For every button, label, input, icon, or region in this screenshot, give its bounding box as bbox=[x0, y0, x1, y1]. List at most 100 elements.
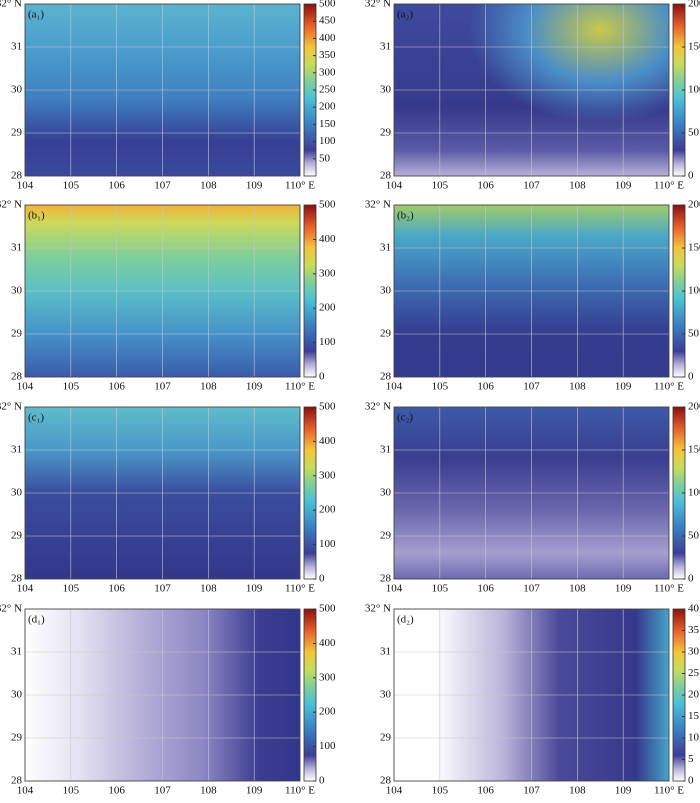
colorbar-tick-label: 400 bbox=[319, 32, 336, 44]
y-tick-label: 31 bbox=[11, 41, 22, 53]
y-tick-label: 31 bbox=[11, 646, 22, 658]
x-tick-label: 110° E bbox=[654, 583, 684, 595]
x-tick-label: 106 bbox=[477, 180, 494, 192]
colorbar-tick-label: 150 bbox=[688, 444, 700, 456]
colorbar-tick-label: 200 bbox=[688, 199, 700, 211]
y-tick-label: 32° N bbox=[0, 199, 22, 211]
x-tick-label: 108 bbox=[200, 583, 217, 595]
y-tick-label: 29 bbox=[11, 127, 23, 139]
x-tick-label: 106 bbox=[477, 785, 494, 797]
y-tick-label: 29 bbox=[380, 328, 392, 340]
x-tick-label: 104 bbox=[386, 381, 403, 393]
colorbar bbox=[303, 608, 317, 782]
x-tick-label: 105 bbox=[63, 180, 80, 192]
colorbar-tick-label: 300 bbox=[319, 671, 336, 683]
colorbar-tick-label: 25 bbox=[688, 667, 700, 679]
map-frame bbox=[393, 608, 670, 782]
x-tick-label: 108 bbox=[569, 583, 586, 595]
colorbar-tick-label: 500 bbox=[319, 199, 336, 211]
colorbar-tick-label: 0 bbox=[319, 775, 325, 787]
y-tick-label: 31 bbox=[380, 41, 391, 53]
colorbar-tick-label: 0 bbox=[319, 573, 325, 585]
y-tick-label: 32° N bbox=[365, 199, 391, 211]
colorbar-tick-label: 400 bbox=[319, 233, 336, 245]
x-tick-label: 107 bbox=[523, 583, 540, 595]
colorbar-tick-label: 300 bbox=[319, 469, 336, 481]
colorbar-tick-label: 200 bbox=[688, 0, 700, 10]
panel-label: (c₂) bbox=[397, 412, 413, 424]
colorbar-tick-label: 100 bbox=[688, 487, 700, 499]
x-tick-label: 106 bbox=[477, 381, 494, 393]
y-tick-label: 29 bbox=[380, 127, 392, 139]
y-tick-label: 31 bbox=[11, 242, 22, 254]
x-tick-label: 109 bbox=[246, 583, 263, 595]
y-tick-label: 31 bbox=[380, 242, 391, 254]
y-tick-label: 32° N bbox=[0, 603, 22, 615]
x-tick-label: 106 bbox=[108, 583, 125, 595]
x-tick-label: 110° E bbox=[285, 785, 315, 797]
map-frame bbox=[24, 608, 301, 782]
panel-label: (a₂) bbox=[397, 9, 413, 21]
x-tick-label: 105 bbox=[432, 583, 449, 595]
colorbar-tick-label: 50 bbox=[688, 127, 700, 139]
colorbar-tick-label: 400 bbox=[319, 637, 336, 649]
colorbar-tick-label: 30 bbox=[688, 646, 700, 658]
map-frame bbox=[393, 406, 670, 580]
y-tick-label: 28 bbox=[380, 573, 392, 585]
colorbar-tick-label: 100 bbox=[688, 84, 700, 96]
x-tick-label: 105 bbox=[432, 180, 449, 192]
x-tick-label: 107 bbox=[154, 381, 171, 393]
y-tick-label: 30 bbox=[11, 689, 23, 701]
x-tick-label: 105 bbox=[432, 785, 449, 797]
colorbar-tick-label: 5 bbox=[688, 753, 694, 765]
colorbar-tick-label: 400 bbox=[319, 435, 336, 447]
y-tick-label: 29 bbox=[11, 328, 23, 340]
colorbar-tick-label: 100 bbox=[319, 336, 336, 348]
x-tick-label: 108 bbox=[569, 180, 586, 192]
colorbar-tick-label: 150 bbox=[688, 242, 700, 254]
x-tick-label: 110° E bbox=[654, 180, 684, 192]
colorbar-tick-label: 100 bbox=[319, 538, 336, 550]
colorbar-tick-label: 0 bbox=[319, 371, 325, 383]
x-tick-label: 106 bbox=[108, 785, 125, 797]
x-tick-label: 104 bbox=[17, 785, 34, 797]
colorbar-tick-label: 300 bbox=[319, 66, 336, 78]
y-tick-label: 29 bbox=[11, 732, 23, 744]
x-tick-label: 109 bbox=[615, 583, 632, 595]
colorbar-tick-label: 500 bbox=[319, 0, 336, 10]
panel-label: (a₁) bbox=[28, 9, 44, 21]
y-tick-label: 28 bbox=[11, 170, 23, 182]
panel-label: (d₂) bbox=[397, 614, 414, 626]
map-frame bbox=[393, 3, 670, 177]
colorbar-tick-label: 100 bbox=[319, 135, 336, 147]
y-tick-label: 28 bbox=[380, 775, 392, 787]
x-tick-label: 110° E bbox=[654, 785, 684, 797]
x-tick-label: 110° E bbox=[654, 381, 684, 393]
colorbar-tick-label: 100 bbox=[319, 740, 336, 752]
y-tick-label: 31 bbox=[380, 646, 391, 658]
x-tick-label: 104 bbox=[17, 180, 34, 192]
colorbar-tick-label: 0 bbox=[688, 371, 694, 383]
colorbar-tick-label: 150 bbox=[688, 41, 700, 53]
y-tick-label: 29 bbox=[380, 530, 392, 542]
map-frame bbox=[24, 406, 301, 580]
y-tick-label: 30 bbox=[380, 84, 392, 96]
y-tick-label: 29 bbox=[11, 530, 23, 542]
y-tick-label: 32° N bbox=[365, 0, 391, 10]
colorbar bbox=[303, 406, 317, 580]
y-tick-label: 30 bbox=[11, 285, 23, 297]
map-frame bbox=[24, 3, 301, 177]
x-tick-label: 109 bbox=[615, 785, 632, 797]
colorbar-tick-label: 250 bbox=[319, 84, 336, 96]
colorbar-tick-label: 150 bbox=[319, 118, 336, 130]
colorbar-tick-label: 15 bbox=[688, 710, 700, 722]
x-tick-label: 110° E bbox=[285, 583, 315, 595]
colorbar-tick-label: 40 bbox=[688, 603, 700, 615]
y-tick-label: 28 bbox=[11, 573, 23, 585]
colorbar-tick-label: 200 bbox=[319, 504, 336, 516]
colorbar-tick-label: 0 bbox=[688, 775, 694, 787]
colorbar-tick-label: 20 bbox=[688, 689, 700, 701]
panel-label: (b₂) bbox=[397, 210, 414, 222]
colorbar-tick-label: 0 bbox=[688, 573, 694, 585]
